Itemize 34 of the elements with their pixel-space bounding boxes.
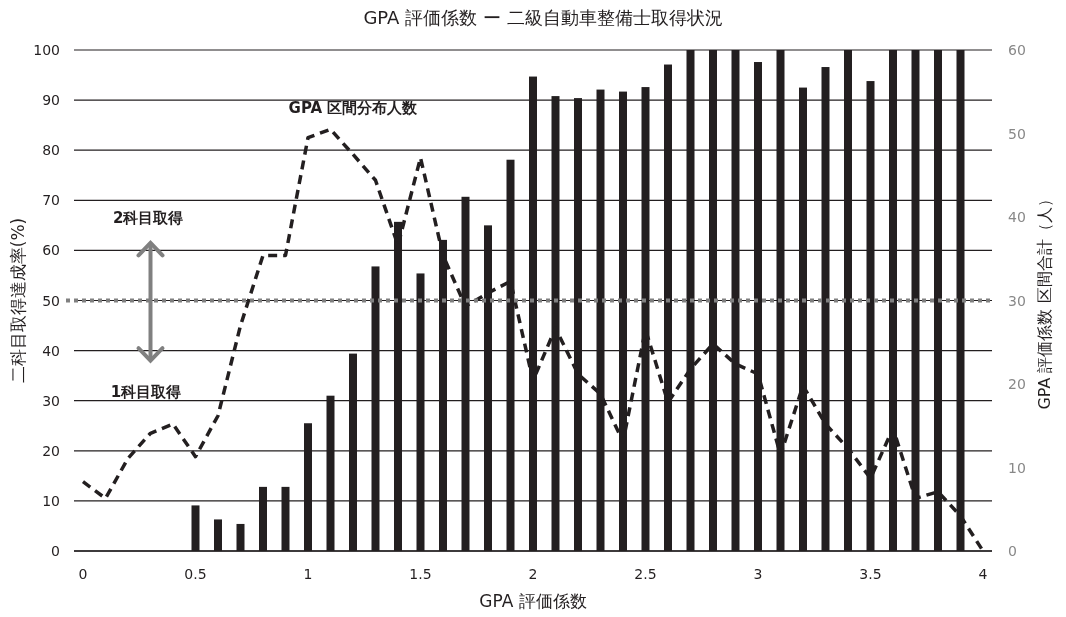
y2-tick-label: 50 xyxy=(1008,125,1026,142)
chart-title: GPA 評価係数 ー 二級自動車整備士取得状況 xyxy=(363,7,723,28)
y-tick-label: 100 xyxy=(33,42,60,58)
y-tick-label: 90 xyxy=(42,92,60,109)
y-tick-label: 70 xyxy=(42,192,60,209)
x-tick-label: 3 xyxy=(753,566,763,582)
y-tick-label: 50 xyxy=(42,292,60,309)
y2-tick-label: 40 xyxy=(1008,209,1026,225)
series-label: GPA 区間分布人数 xyxy=(288,98,419,117)
x-tick-label: 0.5 xyxy=(184,566,207,582)
y2-tick-label: 0 xyxy=(1008,543,1017,559)
x-tick-label: 2.5 xyxy=(634,566,657,582)
y2-axis-title: GPA 評価係数 区間合計（人） xyxy=(1035,191,1054,410)
x-tick-label: 2 xyxy=(528,566,538,582)
y2-tick-label: 60 xyxy=(1008,42,1026,58)
x-tick-label: 3.5 xyxy=(859,566,882,582)
y-axis-title: 二科目取得達成率(%) xyxy=(8,217,28,384)
x-tick-label: 4 xyxy=(978,566,988,582)
x-tick-label: 1.5 xyxy=(409,566,432,582)
annotation: 2科目取得 xyxy=(113,208,184,227)
y2-tick-label: 20 xyxy=(1008,376,1026,392)
x-tick-label: 0 xyxy=(78,566,88,582)
y2-tick-label: 10 xyxy=(1008,459,1026,476)
y-tick-label: 10 xyxy=(42,492,60,509)
annotation: 1科目取得 xyxy=(110,382,182,401)
y-tick-label: 40 xyxy=(42,342,60,359)
x-tick-label: 1 xyxy=(303,566,313,582)
y-tick-label: 30 xyxy=(42,392,60,409)
y-tick-label: 0 xyxy=(51,543,60,559)
y2-tick-label: 30 xyxy=(1008,292,1026,309)
y-tick-label: 80 xyxy=(42,142,60,159)
y-tick-label: 20 xyxy=(42,442,60,459)
x-axis-title: GPA 評価係数 xyxy=(479,591,587,611)
y-tick-label: 60 xyxy=(42,242,60,259)
